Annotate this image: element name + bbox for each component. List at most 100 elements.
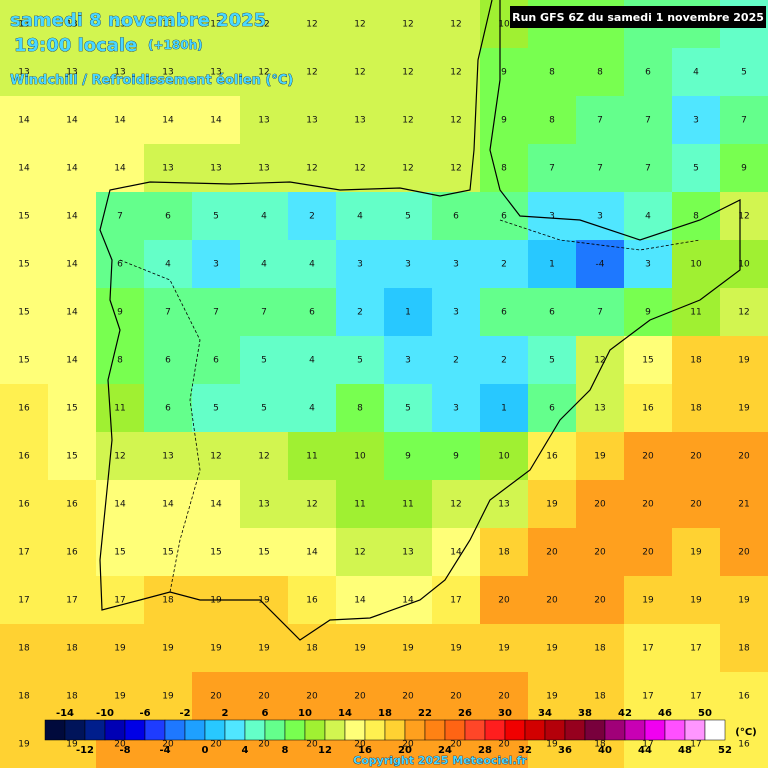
field-value: 12	[306, 500, 317, 510]
field-cell	[432, 480, 480, 528]
field-cell	[48, 96, 96, 144]
field-value: 14	[162, 500, 174, 510]
field-value: 13	[18, 20, 29, 30]
field-cell	[240, 240, 288, 288]
field-cell	[48, 336, 96, 384]
field-value: 20	[354, 740, 366, 750]
field-value: 20	[498, 740, 510, 750]
field-cell	[432, 48, 480, 96]
field-value: 13	[258, 164, 269, 174]
field-cell	[576, 624, 624, 672]
field-cell	[336, 528, 384, 576]
field-cell	[96, 528, 144, 576]
scale-label: 12	[318, 745, 332, 756]
field-value: 13	[66, 20, 77, 30]
field-value: 5	[357, 356, 363, 366]
field-cell	[336, 384, 384, 432]
field-value: 12	[306, 68, 317, 78]
field-cell	[192, 192, 240, 240]
scale-cell	[644, 719, 666, 741]
field-cell	[528, 288, 576, 336]
field-cell	[720, 288, 768, 336]
field-value: 12	[402, 20, 413, 30]
field-cell	[576, 576, 624, 624]
field-value: 6	[453, 212, 459, 222]
field-value: 15	[258, 548, 269, 558]
scale-label: 30	[498, 708, 512, 719]
field-value: 4	[309, 356, 315, 366]
field-value: 7	[741, 116, 747, 126]
field-value: 3	[405, 356, 411, 366]
field-cell	[0, 48, 48, 96]
field-value: 6	[213, 356, 219, 366]
field-cell	[48, 240, 96, 288]
field-value: 3	[453, 308, 459, 318]
scale-cell	[104, 719, 126, 741]
field-cell	[672, 576, 720, 624]
field-value: 15	[66, 404, 77, 414]
field-cell	[0, 432, 48, 480]
field-cell	[432, 432, 480, 480]
field-value: 11	[306, 452, 317, 462]
field-cell	[672, 144, 720, 192]
field-cell	[96, 0, 144, 48]
field-value: 12	[354, 68, 365, 78]
field-cell	[432, 672, 480, 720]
field-value: 20	[546, 596, 558, 606]
field-cell	[144, 288, 192, 336]
field-value: 6	[645, 68, 651, 78]
field-cell	[432, 0, 480, 48]
scale-cell	[124, 719, 146, 741]
field-cell	[720, 480, 768, 528]
field-value: 3	[693, 116, 699, 126]
field-value: 17	[450, 596, 461, 606]
field-value: 12	[450, 164, 461, 174]
field-value: 6	[165, 404, 171, 414]
scale-label: 46	[658, 708, 672, 719]
field-value: 14	[66, 308, 78, 318]
scale-cell	[204, 719, 226, 741]
field-cell	[624, 240, 672, 288]
field-value: 14	[114, 116, 126, 126]
field-cell	[240, 336, 288, 384]
field-value: 10	[354, 452, 366, 462]
field-cell	[480, 672, 528, 720]
field-value: 8	[549, 116, 555, 126]
field-value: 15	[114, 548, 125, 558]
field-cell	[672, 624, 720, 672]
field-value: 19	[738, 596, 750, 606]
field-value: 19	[354, 644, 366, 654]
field-cell	[144, 192, 192, 240]
field-value: 8	[357, 404, 363, 414]
field-value: 6	[165, 212, 171, 222]
scale-cell	[184, 719, 206, 741]
field-cell	[288, 576, 336, 624]
field-cell	[96, 624, 144, 672]
field-value: 20	[354, 692, 366, 702]
field-cell	[624, 672, 672, 720]
field-cell	[672, 192, 720, 240]
field-cell	[0, 528, 48, 576]
field-cell	[336, 288, 384, 336]
field-cell	[144, 480, 192, 528]
field-cell	[240, 0, 288, 48]
field-value: 14	[66, 356, 78, 366]
field-value: 8	[117, 356, 123, 366]
scale-cell	[284, 719, 306, 741]
field-value: 5	[261, 404, 267, 414]
field-cell	[384, 624, 432, 672]
field-cell	[672, 672, 720, 720]
scale-cell	[324, 719, 346, 741]
scale-label: 28	[478, 745, 492, 756]
field-value: 20	[594, 548, 606, 558]
field-value: 12	[258, 20, 269, 30]
field-cell	[432, 288, 480, 336]
field-cell	[192, 288, 240, 336]
field-cell	[384, 528, 432, 576]
field-value: 4	[357, 212, 363, 222]
field-value: 15	[66, 452, 77, 462]
field-value: 12	[450, 20, 461, 30]
field-cell	[624, 336, 672, 384]
field-value: 14	[162, 116, 174, 126]
field-value: 20	[402, 740, 414, 750]
